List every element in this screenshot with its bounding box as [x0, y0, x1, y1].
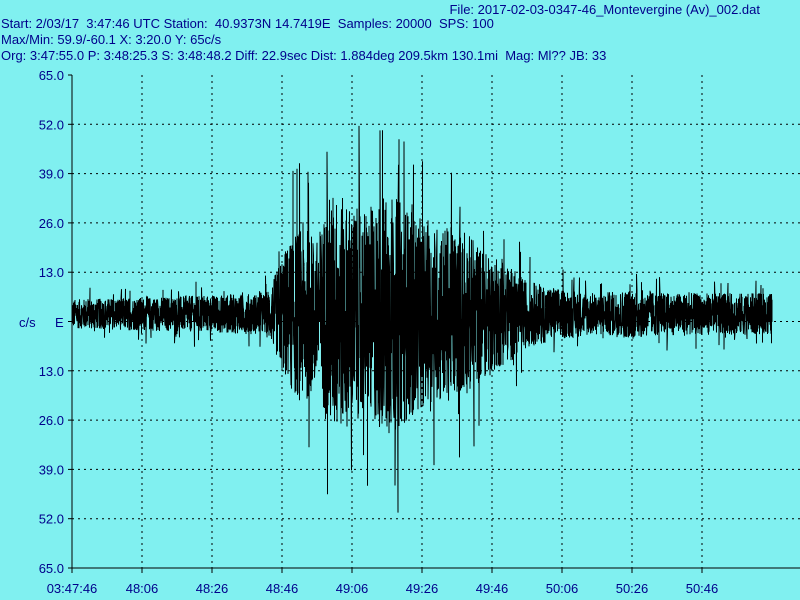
y-axis-label: c/s — [19, 315, 36, 330]
y-tick-label: 13.0 — [39, 364, 64, 379]
x-tick-label: 49:26 — [406, 581, 439, 596]
y-tick-label: 52.0 — [39, 512, 64, 527]
y-tick-label: 26.0 — [39, 216, 64, 231]
channel-label: E — [55, 315, 64, 330]
x-tick-label: 48:46 — [266, 581, 299, 596]
y-tick-label: 13.0 — [39, 265, 64, 280]
x-tick-label: 49:06 — [336, 581, 369, 596]
x-axis-ticks: 03:47:46 48:06 48:26 48:46 49:06 49:26 49:46 50… — [47, 568, 719, 596]
y-tick-label: 65.0 — [39, 561, 64, 576]
x-tick-label: 48:06 — [126, 581, 159, 596]
x-tick-label: 50:06 — [546, 581, 579, 596]
y-tick-label: 39.0 — [39, 462, 64, 477]
y-tick-label: 26.0 — [39, 413, 64, 428]
y-tick-label: 39.0 — [39, 167, 64, 182]
x-tick-label: 03:47:46 — [47, 581, 98, 596]
x-tick-label: 50:26 — [616, 581, 649, 596]
origin-info: Org: 3:47:55.0 P: 3:48:25.3 S: 3:48:48.2… — [1, 48, 607, 63]
y-tick-label: 52.0 — [39, 117, 64, 132]
x-tick-label: 50:46 — [686, 581, 719, 596]
x-tick-label: 49:46 — [476, 581, 509, 596]
file-name: File: 2017-02-03-0347-46_Montevergine (A… — [449, 2, 760, 17]
y-axis-ticks: 65.0 52.0 39.0 26.0 13.0 13.0 26.0 39.0 52.0 65.0 — [39, 68, 72, 576]
start-info: Start: 2/03/17 3:47:46 UTC Station: 40.9… — [1, 16, 494, 31]
seismogram-trace — [71, 125, 773, 513]
max-min-info: Max/Min: 59.9/-60.1 X: 3:20.0 Y: 65c/s — [1, 32, 222, 47]
y-tick-label: 65.0 — [39, 68, 64, 83]
x-tick-label: 48:26 — [196, 581, 229, 596]
